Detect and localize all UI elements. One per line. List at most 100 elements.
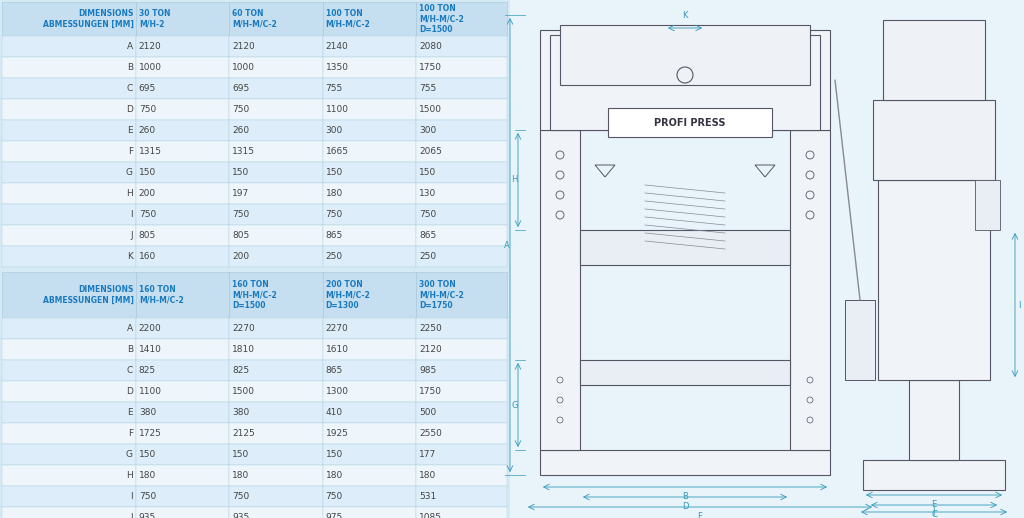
Bar — [540, 30, 830, 130]
Text: 1665: 1665 — [326, 147, 349, 156]
Text: E: E — [127, 408, 133, 417]
Text: 180: 180 — [326, 471, 343, 480]
Bar — [416, 120, 507, 141]
Bar — [323, 246, 416, 267]
Bar — [229, 162, 323, 183]
Bar — [136, 444, 229, 465]
Text: 150: 150 — [139, 450, 156, 459]
Text: J: J — [130, 513, 133, 518]
Text: 1410: 1410 — [139, 345, 162, 354]
Text: 2120: 2120 — [139, 42, 162, 51]
Text: 100 TON
M/H-M/C-2
D=1500: 100 TON M/H-M/C-2 D=1500 — [419, 4, 464, 34]
Text: 935: 935 — [232, 513, 250, 518]
Bar — [323, 507, 416, 518]
Text: 180: 180 — [139, 471, 156, 480]
Text: 1750: 1750 — [419, 63, 442, 72]
Bar — [560, 25, 810, 85]
Bar — [2, 57, 136, 78]
Bar — [323, 486, 416, 507]
Bar — [2, 2, 136, 36]
Bar — [323, 120, 416, 141]
Bar — [229, 141, 323, 162]
Text: C: C — [127, 366, 133, 375]
Bar — [416, 57, 507, 78]
Text: 985: 985 — [419, 366, 436, 375]
Text: 380: 380 — [232, 408, 250, 417]
Bar — [229, 2, 323, 36]
Bar — [2, 339, 136, 360]
Bar — [136, 225, 229, 246]
Text: 150: 150 — [326, 450, 343, 459]
Text: 695: 695 — [139, 84, 156, 93]
Bar — [136, 204, 229, 225]
Text: 200: 200 — [139, 189, 156, 198]
Bar — [2, 162, 136, 183]
Text: 1000: 1000 — [139, 63, 162, 72]
Bar — [323, 225, 416, 246]
Text: 805: 805 — [139, 231, 156, 240]
Bar — [0, 0, 510, 518]
Text: 531: 531 — [419, 492, 436, 501]
Text: 755: 755 — [419, 84, 436, 93]
Bar — [2, 444, 136, 465]
Bar — [136, 318, 229, 339]
Bar — [416, 360, 507, 381]
Text: 150: 150 — [139, 168, 156, 177]
Text: 500: 500 — [419, 408, 436, 417]
Bar — [229, 444, 323, 465]
Text: 935: 935 — [139, 513, 156, 518]
Text: D: D — [126, 105, 133, 114]
Bar — [416, 465, 507, 486]
Text: 1100: 1100 — [326, 105, 349, 114]
Text: 805: 805 — [232, 231, 250, 240]
Bar — [323, 402, 416, 423]
Bar — [416, 99, 507, 120]
Bar — [2, 78, 136, 99]
Text: 865: 865 — [326, 366, 343, 375]
Bar — [878, 180, 990, 380]
Text: 177: 177 — [419, 450, 436, 459]
Text: 60 TON
M/H-M/C-2: 60 TON M/H-M/C-2 — [232, 9, 278, 28]
Text: 100 TON
M/H-M/C-2: 100 TON M/H-M/C-2 — [326, 9, 371, 28]
Text: 1750: 1750 — [419, 387, 442, 396]
Bar — [2, 381, 136, 402]
Text: 2270: 2270 — [232, 324, 255, 333]
Text: C: C — [127, 84, 133, 93]
Text: 750: 750 — [326, 492, 343, 501]
Bar — [416, 78, 507, 99]
Text: K: K — [127, 252, 133, 261]
Bar — [136, 246, 229, 267]
Text: E: E — [932, 500, 937, 509]
Bar — [2, 402, 136, 423]
Bar — [2, 120, 136, 141]
Text: K: K — [682, 11, 688, 20]
Bar — [136, 99, 229, 120]
Bar — [323, 318, 416, 339]
Text: 2125: 2125 — [232, 429, 255, 438]
Bar — [323, 272, 416, 318]
Bar — [229, 272, 323, 318]
Text: 750: 750 — [419, 210, 436, 219]
Text: 130: 130 — [419, 189, 436, 198]
Bar — [2, 486, 136, 507]
Bar — [323, 162, 416, 183]
Bar — [2, 183, 136, 204]
Text: I: I — [130, 492, 133, 501]
Text: 150: 150 — [419, 168, 436, 177]
Bar — [229, 99, 323, 120]
Bar — [229, 360, 323, 381]
Bar — [136, 36, 229, 57]
Bar — [323, 78, 416, 99]
Bar — [510, 0, 1024, 518]
Bar — [416, 507, 507, 518]
Bar — [229, 423, 323, 444]
Bar — [790, 130, 830, 450]
Text: 1315: 1315 — [232, 147, 255, 156]
Text: 260: 260 — [139, 126, 156, 135]
Text: 750: 750 — [326, 210, 343, 219]
Bar — [323, 360, 416, 381]
Text: G: G — [126, 450, 133, 459]
FancyBboxPatch shape — [909, 380, 959, 460]
Bar — [136, 141, 229, 162]
Text: D: D — [126, 387, 133, 396]
